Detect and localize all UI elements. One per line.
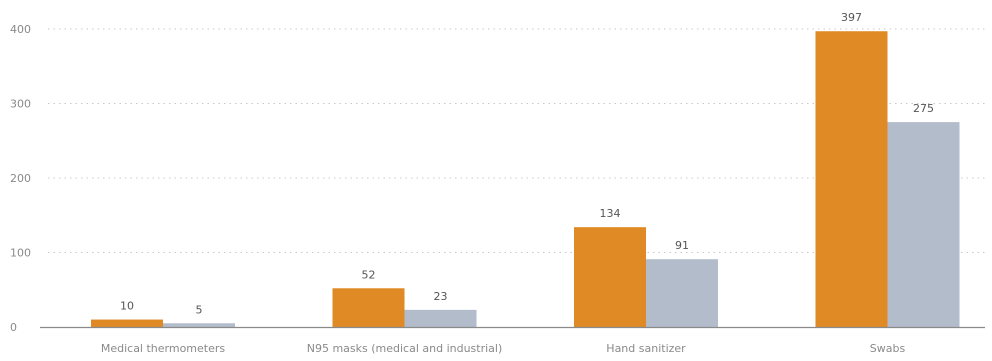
- category-label: Hand sanitizer: [606, 342, 686, 355]
- bar-series1-2: [332, 288, 405, 327]
- bars: [91, 31, 960, 328]
- bar-series2-1: [163, 323, 235, 327]
- data-label: 23: [434, 290, 448, 303]
- category-label: Swabs: [870, 342, 906, 355]
- data-label: 134: [600, 207, 621, 220]
- grid-layer: [48, 28, 985, 253]
- y-tick-label: 100: [10, 247, 31, 260]
- data-label: 91: [675, 239, 689, 252]
- category-label: N95 masks (medical and industrial): [307, 342, 503, 355]
- y-tick-label: 0: [10, 321, 17, 334]
- data-label: 52: [362, 268, 376, 281]
- category-labels: Medical thermometers N95 masks (medical a…: [101, 342, 906, 355]
- y-tick-label: 200: [10, 172, 31, 185]
- category-label: Medical thermometers: [101, 342, 226, 355]
- data-label: 275: [913, 102, 934, 115]
- data-labels: 10 5 52 23 134 91 397 275: [120, 11, 934, 316]
- bar-series2-3: [646, 259, 718, 327]
- data-label: 10: [120, 300, 134, 313]
- bar-series2-4: [887, 122, 960, 327]
- y-tick-label: 300: [10, 98, 31, 111]
- bar-series2-2: [404, 309, 477, 327]
- data-label: 397: [841, 11, 862, 24]
- y-tick-label: 400: [10, 23, 31, 36]
- y-axis-ticks: 0 100 200 300 400: [10, 23, 31, 334]
- bar-series1-1: [91, 319, 163, 327]
- bar-series1-3: [574, 227, 646, 327]
- data-label: 5: [196, 303, 203, 316]
- bar-series1-4: [815, 31, 888, 328]
